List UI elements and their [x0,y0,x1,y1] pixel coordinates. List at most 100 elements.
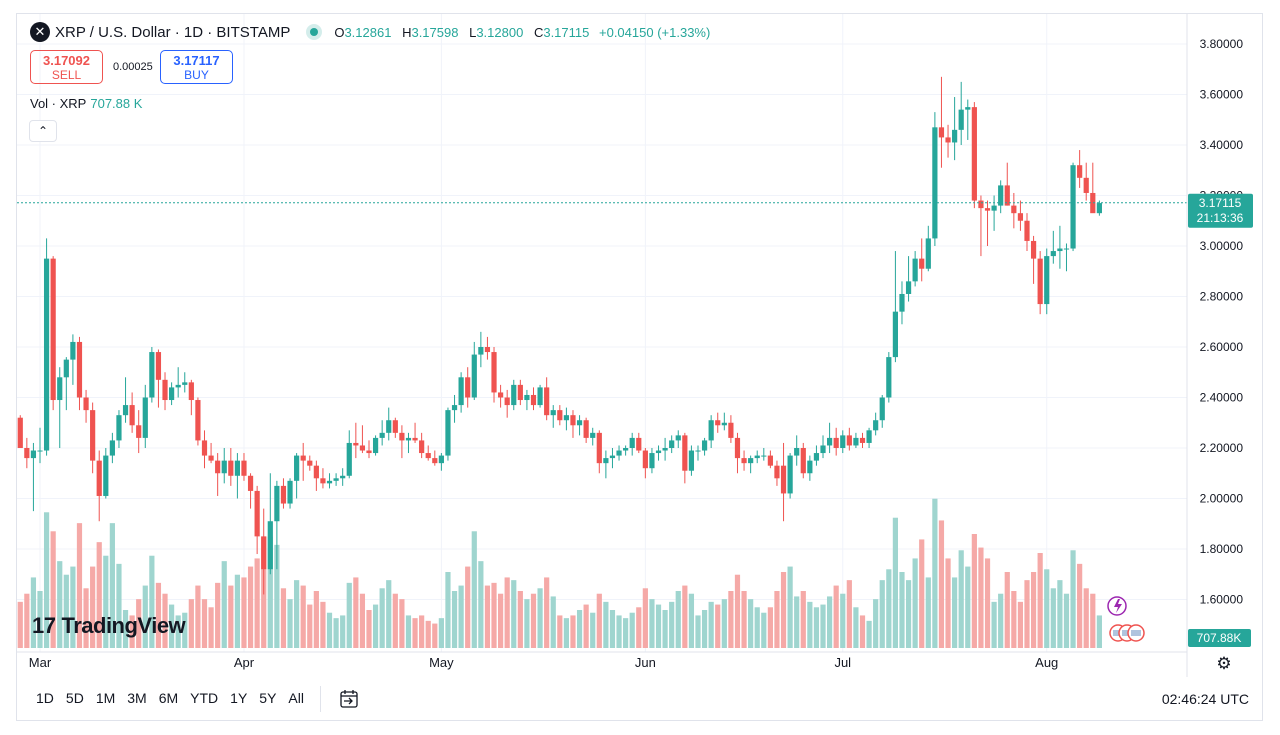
volume-bar [609,610,616,648]
open-label: O [334,24,345,40]
y-tick-label: 2.60000 [1200,340,1244,354]
volume-bar [905,580,912,648]
volume-bar [616,615,622,648]
x-tick-label: Apr [234,655,255,670]
candle-body [1024,220,1030,241]
buy-label: BUY [184,68,209,82]
volume-bar [37,591,43,648]
candle-body [544,387,550,416]
volume-bar [372,604,379,648]
candle-body [563,415,569,421]
range-button-1d[interactable]: 1D [36,690,54,706]
sell-button[interactable]: 3.17092 SELL [30,50,103,84]
candle-body [925,238,931,269]
volume-bar [530,593,537,648]
candle-body [669,440,675,448]
volume-bar [649,599,655,648]
volume-bar [576,610,583,648]
volume-badge-label: 707.88K [1197,631,1242,645]
candle-body [70,341,76,360]
candle-body [945,137,951,143]
candle-body [333,478,339,481]
volume-bar [820,604,826,648]
volume-bar [629,612,635,648]
volume-bar [919,539,925,648]
candle-body [596,432,602,464]
candle-body [609,455,616,459]
candle-body [800,448,806,474]
volume-bar [333,618,339,648]
candle-body [478,347,484,355]
volume-legend[interactable]: Vol · XRP 707.88 K [30,96,142,111]
volume-bar [399,599,405,648]
volume-bar [122,610,129,648]
candle-body [484,347,491,353]
range-button-5y[interactable]: 5Y [259,690,277,706]
volume-bar [280,588,287,648]
utc-clock[interactable]: 02:46:24 UTC [1161,691,1249,707]
candle-body [234,460,240,476]
volume-bar [24,593,30,648]
sell-price: 3.17092 [43,53,90,68]
volume-bar [1017,601,1024,648]
candle-body [386,420,392,433]
buy-button[interactable]: 3.17117 BUY [160,50,233,84]
countdown-label: 21:13:36 [1197,211,1244,225]
volume-bar [1063,593,1070,648]
candle-body [37,450,43,452]
volume-bar [471,531,477,648]
range-button-ytd[interactable]: YTD [190,690,219,706]
range-button-1y[interactable]: 1Y [230,690,248,706]
candle-body [287,480,293,504]
volume-bar [50,531,56,648]
candle-body [326,480,333,484]
symbol-title[interactable]: XRP / U.S. Dollar · 1D · BITSTAMP [55,23,291,41]
volume-bar [419,615,425,648]
range-button-3m[interactable]: 3M [127,690,147,706]
volume-bar [590,612,596,648]
candle-body [965,107,971,110]
calendar-goto-icon[interactable] [338,688,360,710]
volume-bar [353,577,359,648]
candle-body [353,442,359,446]
high-label: H [402,24,412,40]
range-button-5d[interactable]: 5D [65,690,84,706]
candle-body [109,440,115,456]
range-button-6m[interactable]: 6M [158,690,179,706]
range-button-all[interactable]: All [288,690,304,706]
volume-bar [136,599,142,648]
volume-bar [715,604,721,648]
range-button-1m[interactable]: 1M [95,690,116,706]
candle-body [254,490,260,537]
volume-bar [603,601,609,648]
volume-bar [833,585,839,648]
candle-body [1017,213,1024,221]
candle-body [215,460,221,474]
candle-body [675,435,681,441]
candle-body [524,394,530,401]
tradingview-logo[interactable]: 17 TradingView [32,613,186,639]
candle-body [780,465,787,494]
candle-body [629,437,635,448]
y-tick-label: 2.20000 [1200,441,1244,455]
collapse-legend-button[interactable]: ⌃ [29,120,57,142]
volume-bar [655,604,662,648]
volume-value: 707.88 K [90,96,143,111]
volume-bar [116,563,122,648]
y-tick-label: 1.80000 [1200,542,1244,556]
chart-frame [16,13,1263,721]
x-logo-icon[interactable]: ✕ [30,22,50,42]
price-axis[interactable]: 3.800003.600003.400003.200003.000002.800… [1186,14,1253,677]
volume-bar [866,620,872,648]
candle-body [294,455,300,481]
volume-bar [827,596,833,648]
symbol-header: ✕ XRP / U.S. Dollar · 1D · BITSTAMP O3.1… [30,22,710,42]
volume-bar [247,566,254,648]
settings-gear-icon[interactable]: ⚙ [1216,654,1232,673]
volume-bar [570,615,576,648]
volume-bar [30,577,37,648]
time-axis[interactable]: Mar Apr May Jun Jul Aug [17,651,1187,670]
candle-body [708,420,714,441]
volume-bar [958,550,964,648]
